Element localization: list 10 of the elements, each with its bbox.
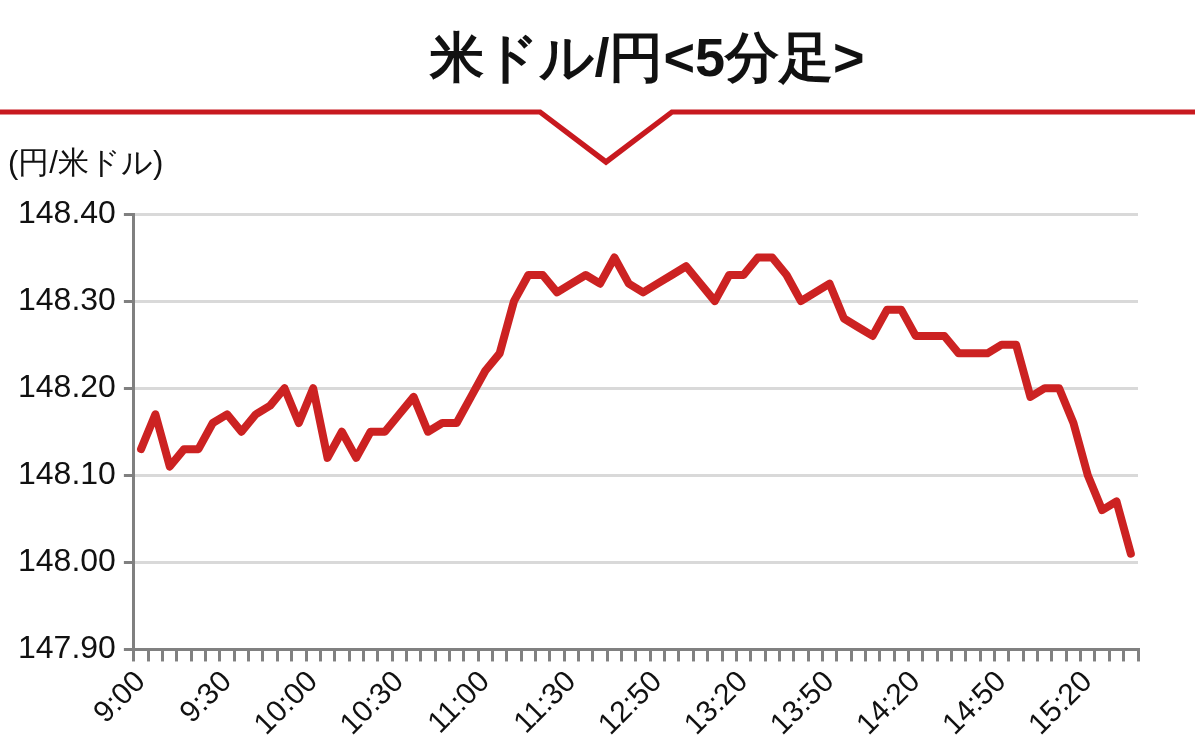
chart-title: 米ドル/円<5分足> (428, 26, 866, 89)
y-tick-label: 148.20 (18, 368, 116, 405)
x-tick-label: 9:30 (172, 663, 238, 729)
x-tick-label: 9:00 (86, 663, 152, 729)
y-axis-title: (円/米ドル) (8, 144, 164, 182)
y-tick-label: 148.40 (18, 193, 116, 230)
y-tick-label: 148.30 (18, 280, 116, 317)
y-tick-label: 148.10 (18, 455, 116, 492)
y-tick-label: 148.00 (18, 542, 116, 579)
y-tick-label: 147.90 (18, 629, 116, 666)
